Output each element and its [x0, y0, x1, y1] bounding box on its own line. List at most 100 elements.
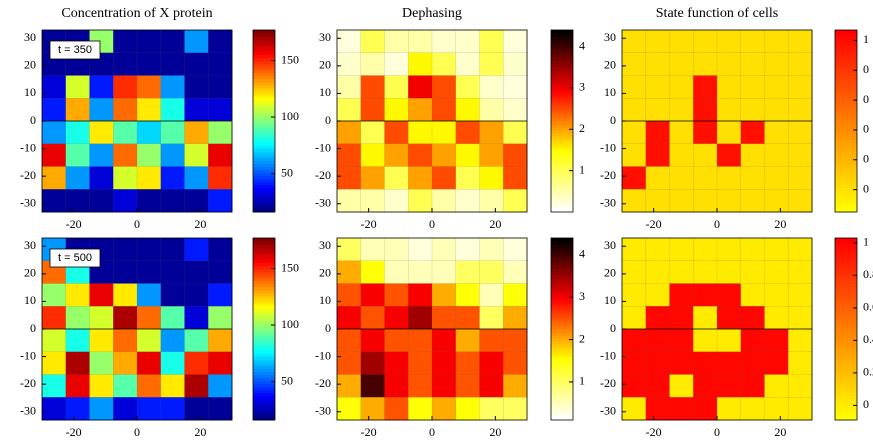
colorbar-segment	[551, 81, 573, 86]
y-tick-label: 30	[319, 238, 331, 252]
annotation-box	[49, 40, 101, 60]
colorbar-segment	[835, 69, 857, 73]
heatmap-cell	[455, 237, 481, 262]
y-tick-label: 0	[325, 113, 331, 127]
heatmap-cell	[89, 328, 114, 353]
heatmap-cell	[788, 52, 813, 77]
colorbar-segment	[835, 329, 857, 333]
heatmap-cell	[41, 143, 67, 168]
colorbar-segment	[551, 163, 573, 167]
heatmap-cell	[41, 166, 67, 190]
heatmap-cell	[184, 283, 209, 307]
heatmap-cell	[184, 52, 209, 77]
colorbar-segment	[835, 151, 857, 155]
colorbar-segment	[253, 404, 275, 409]
colorbar-segment	[253, 416, 275, 421]
heatmap-cell	[764, 328, 789, 353]
colorbar-segment	[253, 262, 275, 266]
heatmap-cell	[360, 52, 386, 77]
heatmap-cell	[669, 52, 694, 77]
heatmap-cell	[693, 374, 718, 398]
heatmap-cell	[360, 351, 386, 376]
colorbar-segment	[551, 36, 573, 40]
heatmap-cell	[184, 143, 209, 168]
colorbar-segment	[551, 193, 573, 198]
heatmap-cell	[764, 120, 789, 145]
colorbar-segment	[835, 75, 857, 80]
colorbar-segment	[253, 111, 275, 116]
heatmap-cell	[160, 306, 186, 330]
heatmap-cell	[431, 374, 457, 398]
heatmap-cell	[621, 328, 647, 353]
heatmap-cell	[89, 351, 114, 376]
colorbar-segment	[551, 160, 573, 164]
heatmap-cell	[764, 374, 789, 398]
heatmap-cell	[136, 98, 162, 122]
colorbar-tick-label: 0	[863, 397, 869, 411]
colorbar-segment	[551, 332, 573, 336]
colorbar-segment	[551, 374, 573, 379]
colorbar-segment	[253, 316, 275, 321]
heatmap-cell	[503, 351, 528, 376]
colorbar-segment	[253, 78, 275, 83]
colorbar-segment	[551, 157, 573, 161]
heatmap-cell	[160, 75, 186, 99]
heatmap-cell	[788, 143, 813, 168]
heatmap-cell	[431, 143, 457, 168]
y-tick-label: 30	[24, 238, 36, 252]
y-tick-label: 0	[30, 113, 36, 127]
y-tick-label: 20	[24, 58, 36, 72]
colorbar-segment	[551, 307, 573, 312]
colorbar-segment	[253, 268, 275, 272]
colorbar-tick-label: 1	[579, 162, 585, 176]
colorbar-segment	[253, 341, 275, 345]
heatmap-cell	[669, 283, 694, 307]
heatmap-cell	[455, 189, 481, 213]
colorbar-segment	[835, 87, 857, 92]
heatmap-cell	[208, 29, 233, 54]
colorbar-segment	[253, 193, 275, 198]
y-tick-label: -10	[20, 348, 36, 362]
heatmap-cell	[41, 75, 67, 99]
heatmap-cell	[503, 29, 528, 54]
colorbar-segment	[253, 362, 275, 366]
heatmap-cell	[89, 374, 114, 398]
heatmap-cell	[455, 374, 481, 398]
colorbar-segment	[253, 347, 275, 351]
heatmap-cell	[693, 166, 718, 190]
colorbar-segment	[551, 136, 573, 140]
colorbar-tick-label: 0	[863, 181, 869, 195]
heatmap-cell	[408, 306, 433, 330]
colorbar-segment	[551, 45, 573, 49]
colorbar-segment	[253, 154, 275, 158]
colorbar-segment	[551, 407, 573, 412]
colorbar-tick-label: 0.4	[863, 332, 873, 346]
heatmap-cell	[208, 374, 233, 398]
heatmap-cell	[479, 120, 504, 145]
colorbar-segment	[253, 121, 275, 125]
colorbar-segment	[835, 166, 857, 171]
colorbar-segment	[253, 344, 275, 348]
heatmap-cell	[669, 120, 694, 145]
colorbar-tick-label: 50	[281, 373, 293, 387]
colorbar-segment	[835, 286, 857, 291]
heatmap-cell	[621, 351, 647, 376]
colorbar-segment	[253, 196, 275, 201]
y-tick-label: 20	[604, 58, 616, 72]
heatmap-cell	[384, 283, 409, 307]
heatmap-cell	[336, 397, 362, 421]
heatmap-cell	[503, 52, 528, 77]
colorbar-segment	[253, 102, 275, 107]
heatmap-cell	[764, 98, 789, 122]
heatmap-cell	[740, 260, 766, 285]
heatmap-cell	[693, 351, 718, 376]
heatmap-cell	[384, 237, 409, 262]
heatmap-cell	[113, 374, 138, 398]
colorbar-segment	[835, 114, 857, 119]
heatmap-cell	[479, 328, 504, 353]
heatmap-cell	[113, 75, 138, 99]
heatmap-cell	[645, 260, 671, 285]
colorbar-segment	[253, 117, 275, 122]
colorbar-segment	[551, 78, 573, 83]
colorbar-segment	[835, 377, 857, 382]
